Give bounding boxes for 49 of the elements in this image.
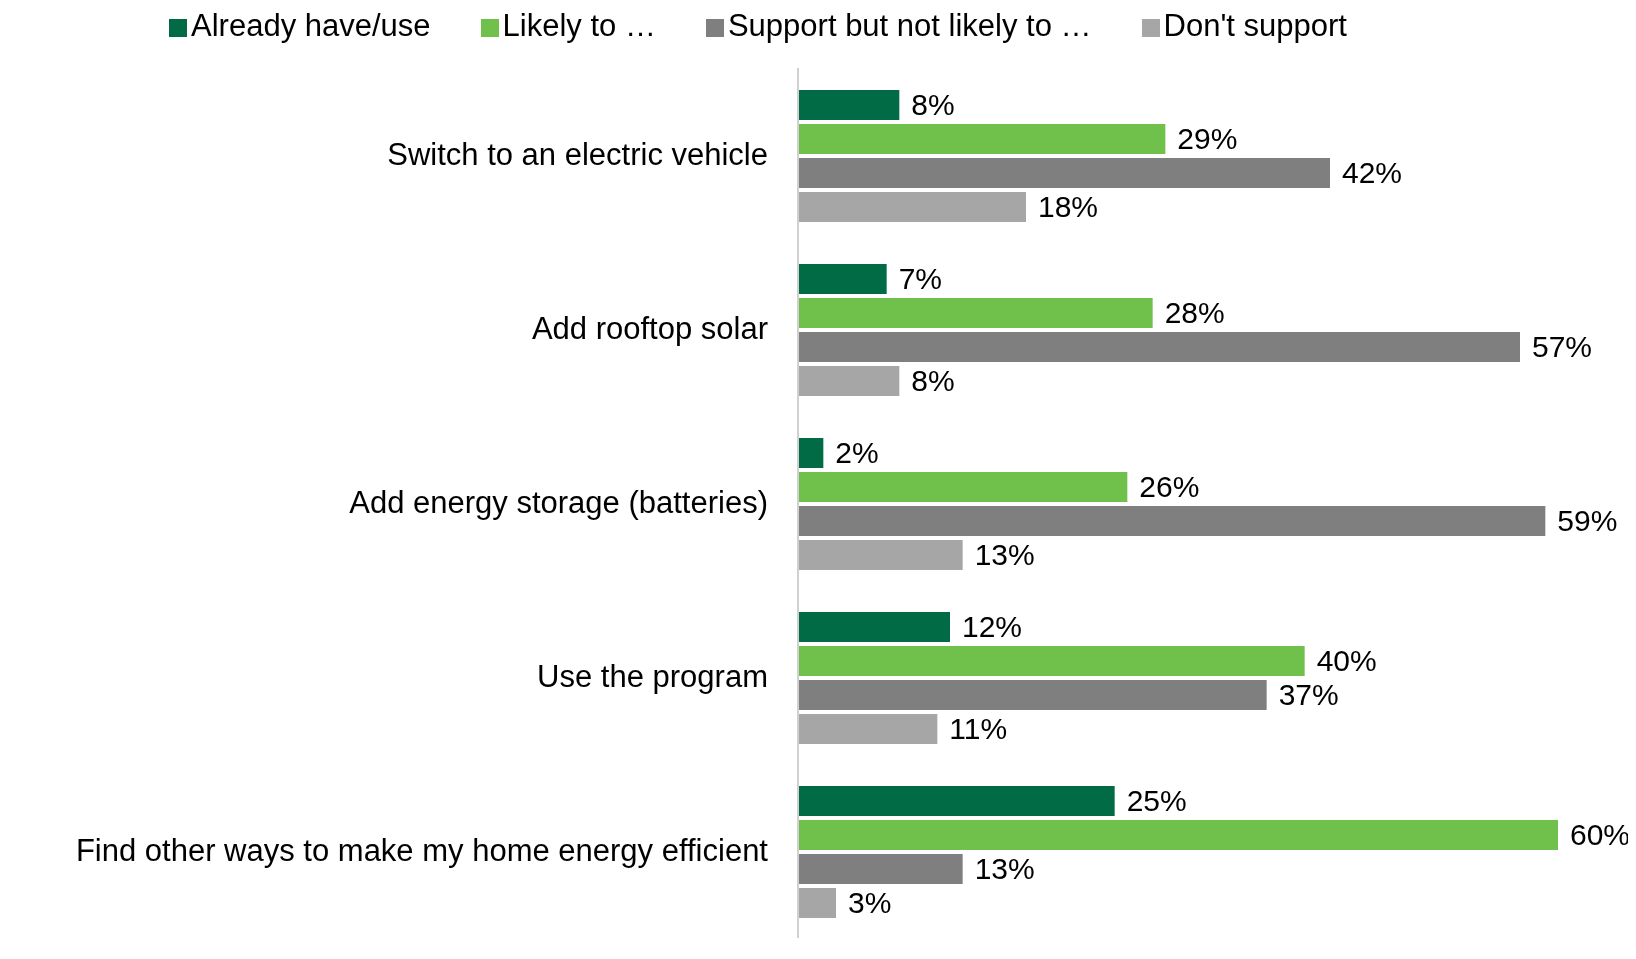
data-label: 25%	[1126, 784, 1187, 817]
data-label: 59%	[1557, 504, 1618, 537]
data-label: 42%	[1342, 156, 1403, 189]
y-tick-label: Find other ways to make my home energy efficient	[75, 833, 769, 868]
data-label: 18%	[1038, 190, 1099, 223]
data-label: 11%	[949, 712, 1008, 745]
bar	[798, 158, 1330, 188]
bar	[798, 888, 836, 918]
bar	[798, 714, 938, 744]
data-label: 26%	[1139, 470, 1200, 503]
data-label: 60%	[1570, 818, 1631, 851]
bar	[798, 192, 1026, 222]
data-label: 40%	[1316, 644, 1377, 677]
legend-label: Likely to …	[502, 8, 656, 43]
bar	[798, 366, 900, 396]
bar	[798, 540, 963, 570]
bar	[798, 820, 1558, 850]
data-label: 37%	[1278, 678, 1339, 711]
y-tick-label: Add energy storage (batteries)	[349, 485, 768, 520]
data-label: 57%	[1532, 330, 1593, 363]
legend-label: Support but not likely to …	[727, 8, 1092, 43]
data-label: 12%	[962, 610, 1023, 643]
data-label: 3%	[848, 886, 892, 919]
data-label: 8%	[911, 88, 955, 121]
bar	[798, 646, 1305, 676]
bar	[798, 90, 900, 120]
data-label: 7%	[898, 262, 943, 295]
bar	[798, 472, 1128, 502]
data-label: 29%	[1177, 122, 1238, 155]
bar	[798, 124, 1166, 154]
bar	[798, 786, 1115, 816]
legend-label: Already have/use	[191, 8, 431, 43]
bar	[798, 298, 1153, 328]
y-tick-label: Switch to an electric vehicle	[387, 137, 768, 172]
bar	[798, 854, 963, 884]
bar	[798, 264, 887, 294]
data-label: 13%	[974, 852, 1035, 885]
bar	[798, 612, 950, 642]
bar	[798, 680, 1267, 710]
legend-label: Don't support	[1163, 8, 1347, 43]
bar	[798, 438, 824, 468]
data-label: 13%	[974, 538, 1035, 571]
y-tick-label: Add rooftop solar	[531, 311, 768, 346]
data-label: 8%	[911, 364, 955, 397]
y-tick-label: Use the program	[537, 659, 768, 694]
bar	[798, 506, 1546, 536]
data-label: 28%	[1164, 296, 1225, 329]
bar	[798, 332, 1520, 362]
data-label: 2%	[835, 436, 879, 469]
